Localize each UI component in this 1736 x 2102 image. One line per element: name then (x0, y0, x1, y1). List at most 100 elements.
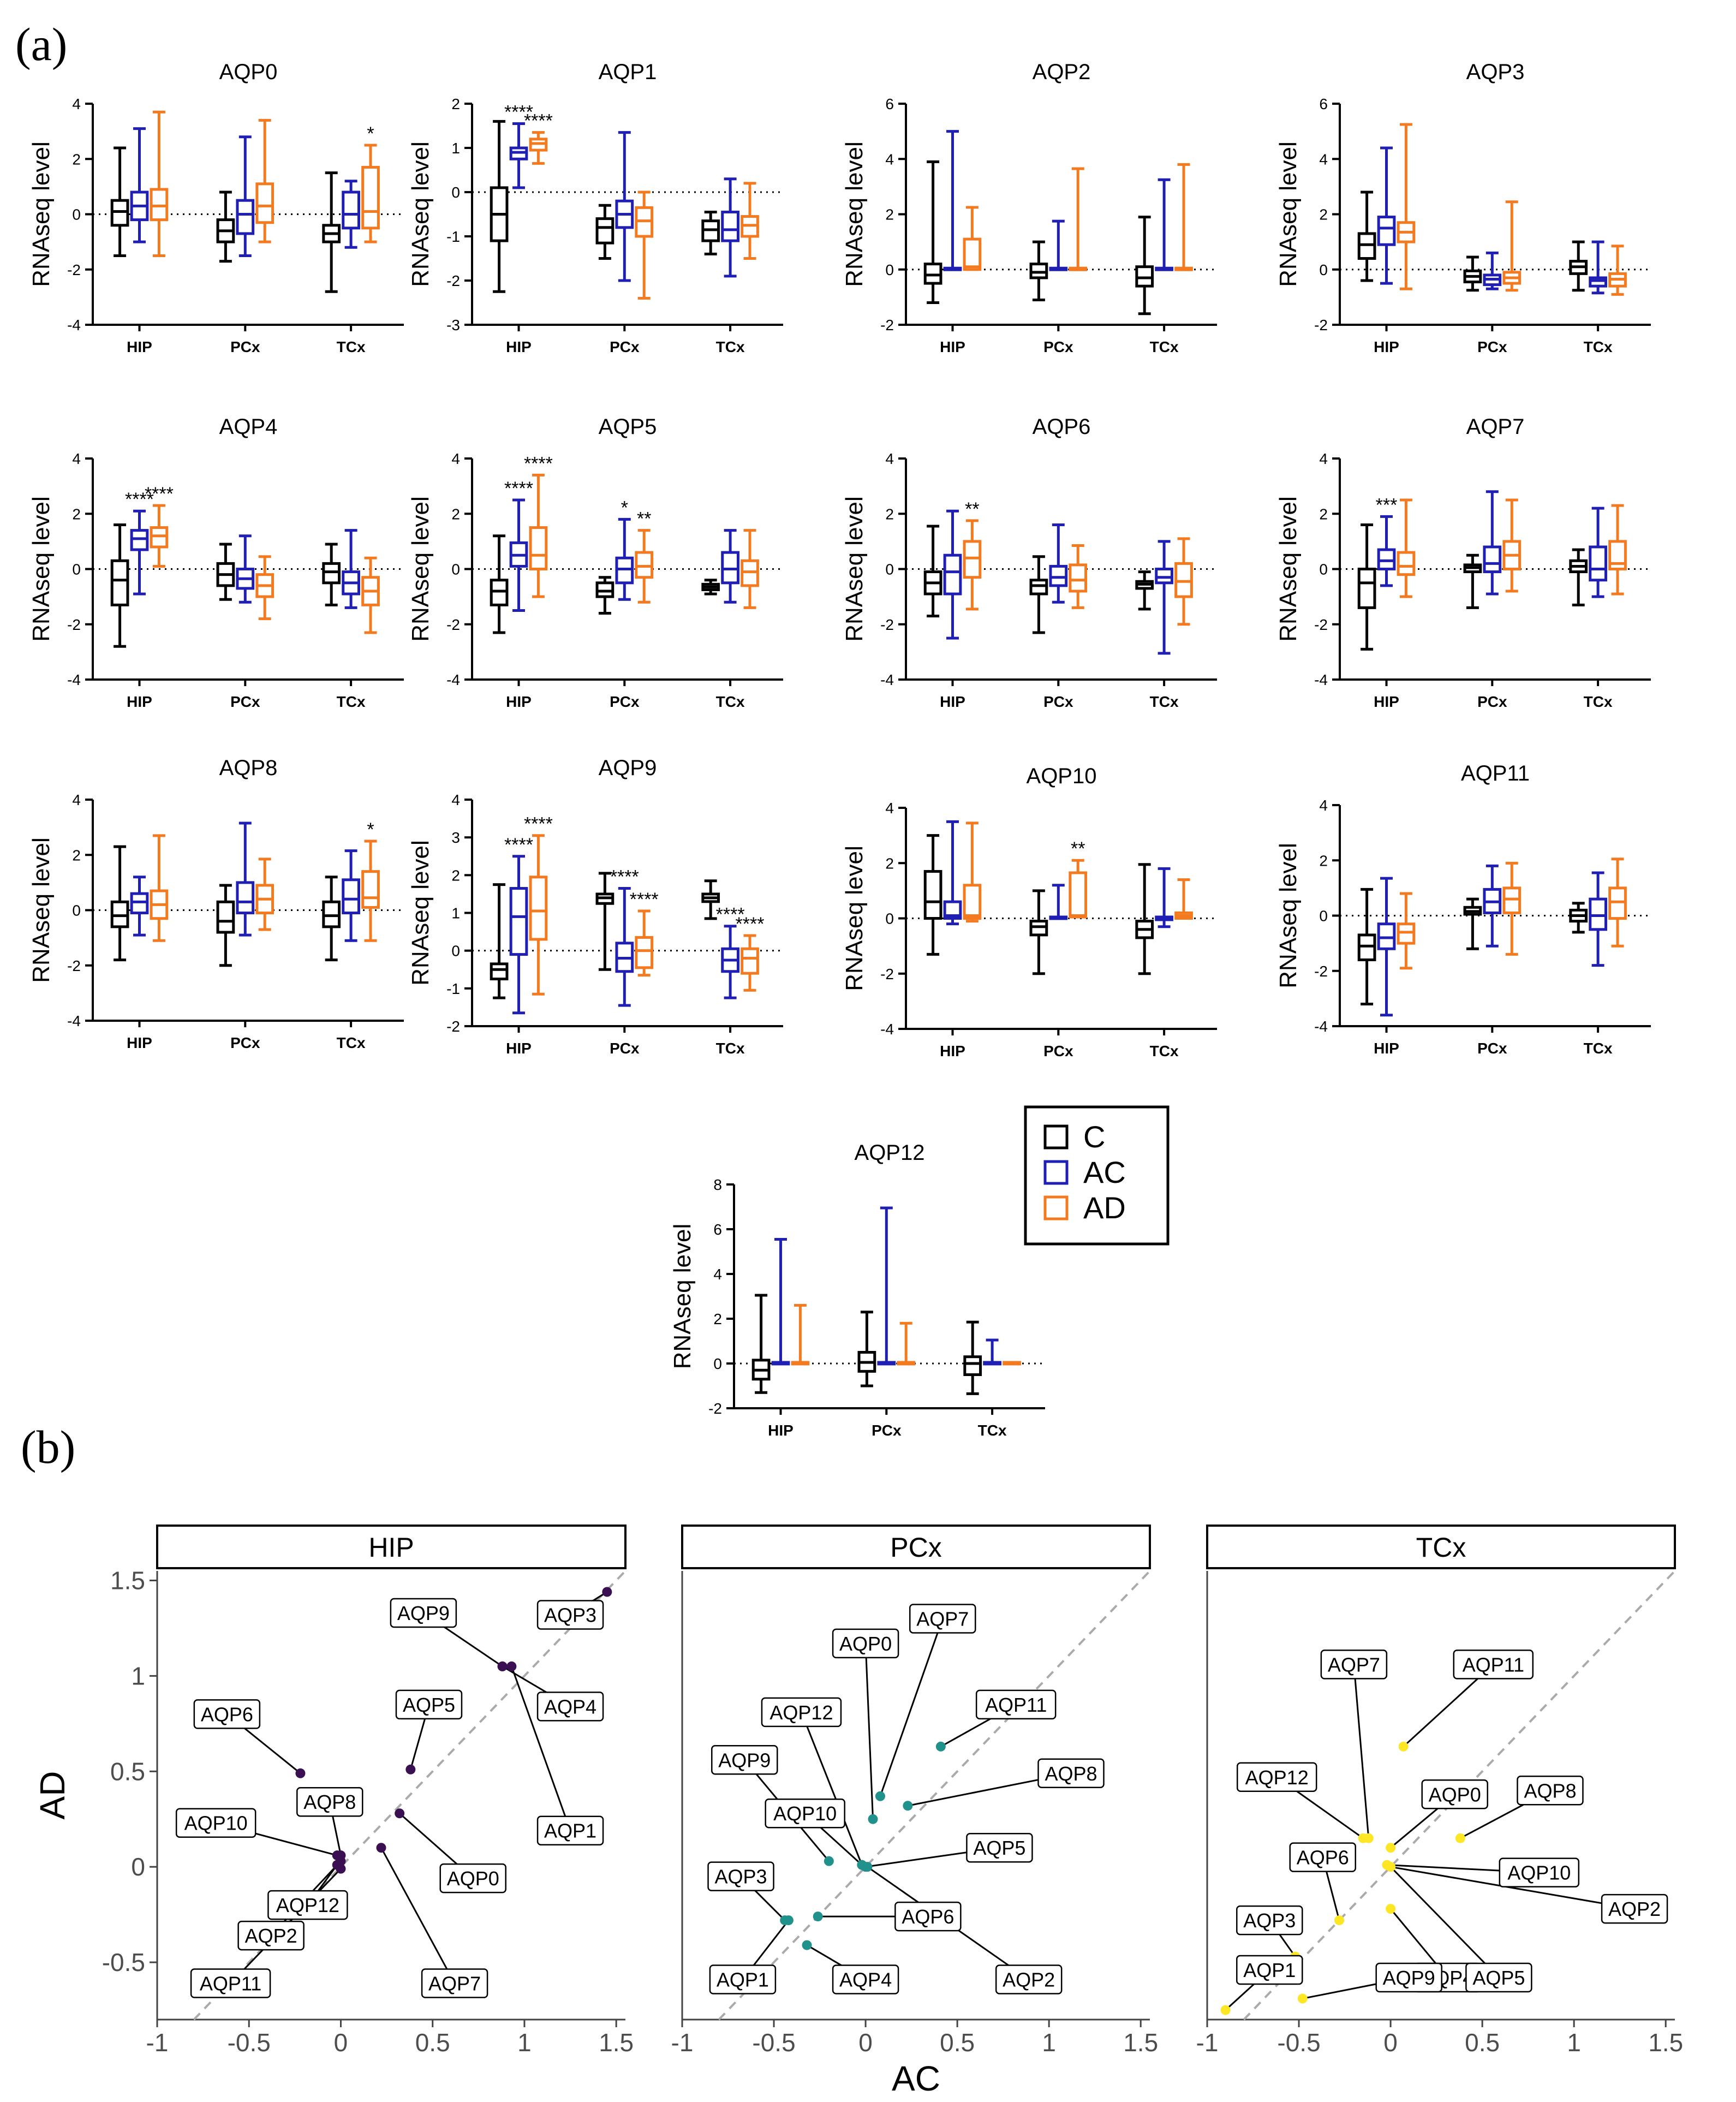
box-chart-aqp6: AQP6 RNAseq level -4 -2 0 2 4 HIP ** PCx TCx (841, 415, 1217, 710)
box-tcx-ad (1608, 858, 1627, 948)
label-box (995, 1964, 1063, 1994)
box-iqr (1357, 933, 1376, 961)
box-iqr (1377, 548, 1396, 570)
box-tcx-c (701, 210, 720, 255)
point-aqp11 (1398, 1741, 1409, 1752)
box-pcx-c (216, 190, 235, 263)
label-box (1289, 1842, 1356, 1872)
point-label: AQP9 (397, 1602, 450, 1624)
y-tick-label: 2 (72, 505, 81, 522)
label-leader-line (380, 1847, 456, 1984)
box-hip-c (490, 883, 509, 999)
box-hip-ad: **** (524, 111, 553, 165)
y-axis-label: RNAseq level (28, 837, 55, 983)
box-iqr (963, 1355, 982, 1376)
y-axis-label: RNAseq level (841, 141, 868, 287)
y-tick-label: 2 (885, 206, 894, 223)
label-box (832, 1628, 899, 1659)
box-tcx-ad (361, 556, 380, 634)
y-tick-label: 0.5 (110, 1757, 145, 1785)
x-tick-label: 1.5 (599, 2028, 634, 2057)
label-box (193, 1699, 261, 1729)
y-tick-label: -4 (67, 1013, 81, 1029)
point-aqp4 (802, 1940, 812, 1950)
box-iqr (1608, 540, 1627, 570)
y-tick-label: -2 (67, 957, 81, 974)
label-box (390, 1598, 457, 1628)
box-iqr (361, 165, 380, 230)
y-tick-label: -2 (67, 616, 81, 633)
point-label: AQP10 (184, 1812, 248, 1835)
point-aqp0 (395, 1808, 405, 1819)
label-box (1236, 1905, 1303, 1936)
point-label: AQP7 (428, 1973, 481, 1995)
label-leader-line (1353, 1664, 1370, 1838)
x-tick-label: -0.5 (752, 2028, 795, 2057)
box-pcx-ad (897, 1321, 916, 1366)
y-tick-label: -2 (1314, 616, 1328, 633)
point-label: AQP2 (245, 1925, 297, 1947)
point-label: AQP5 (403, 1694, 455, 1716)
point-aqp6 (295, 1768, 306, 1778)
box-pcx-ac (1483, 490, 1502, 596)
box-iqr (1069, 871, 1088, 919)
box-tcx-ac (1155, 540, 1173, 655)
point-aqp1 (506, 1661, 517, 1671)
y-tick-label: 2 (451, 96, 460, 112)
box-tcx-ad (1174, 878, 1193, 920)
point-label: AQP12 (276, 1894, 339, 1916)
significance-stars: **** (145, 484, 174, 504)
chart-title: AQP9 (599, 756, 657, 780)
box-tcx-c (1135, 570, 1154, 611)
box-hip-ad (963, 821, 982, 923)
y-tick-label: 8 (713, 1176, 722, 1193)
x-tick-label: TCx (1150, 1043, 1179, 1059)
legend-label-c: C (1083, 1120, 1105, 1154)
point-aqp9 (497, 1661, 508, 1671)
chart-title: AQP7 (1466, 415, 1525, 439)
y-tick-label: -0.5 (102, 1948, 145, 1976)
box-iqr (923, 870, 942, 920)
x-tick-label: -1 (1196, 2028, 1219, 2057)
significance-stars: **** (610, 867, 639, 888)
x-tick-label: PCx (1043, 693, 1073, 710)
point-aqp11 (935, 1741, 946, 1752)
chart-title: AQP6 (1033, 415, 1091, 439)
y-axis-label: RNAseq level (407, 840, 434, 986)
box-iqr (741, 559, 759, 587)
box-tcx-c (701, 579, 720, 596)
box-hip-c (1357, 523, 1376, 651)
legend-swatch-ac (1043, 1160, 1069, 1185)
box-pcx-c (595, 576, 615, 615)
box-hip-ad: **** (524, 453, 553, 598)
box-tcx-ac (721, 177, 739, 278)
significance-stars: **** (524, 814, 553, 835)
y-tick-label: -2 (446, 272, 460, 289)
y-tick-label: -2 (1314, 963, 1328, 980)
box-iqr (721, 210, 739, 242)
y-axis-label: RNAseq level (28, 141, 55, 287)
box-iqr (1589, 276, 1607, 288)
label-box (1236, 1762, 1317, 1793)
point-label: AQP3 (715, 1866, 767, 1888)
point-label: AQP9 (718, 1749, 771, 1771)
chart-title: AQP5 (599, 415, 657, 439)
box-tcx-c (322, 876, 341, 962)
box-iqr (635, 936, 654, 969)
point-aqp10 (1382, 1860, 1392, 1870)
label-box (1320, 1650, 1388, 1680)
label-box (761, 1697, 842, 1728)
x-tick-label: 1 (1567, 2028, 1581, 2057)
box-pcx-c (1463, 553, 1482, 609)
significance-stars: **** (716, 904, 745, 925)
significance-stars: **** (630, 889, 659, 910)
label-box (1601, 1893, 1668, 1924)
scatter-chart-pcx: PCx -1 -0.5 0 0.5 1 1.5 AC AQP0 AQP1 AQP2 AQP3 AQP4 A… (671, 1525, 1158, 2098)
label-box (765, 1798, 845, 1829)
x-tick-label: TCx (337, 693, 366, 710)
x-tick-label: TCx (1150, 693, 1179, 710)
x-tick-label: PCx (610, 693, 640, 710)
y-axis-label: RNAseq level (1275, 843, 1302, 989)
label-box (536, 1815, 604, 1845)
box-pcx-ad: **** (630, 889, 659, 977)
